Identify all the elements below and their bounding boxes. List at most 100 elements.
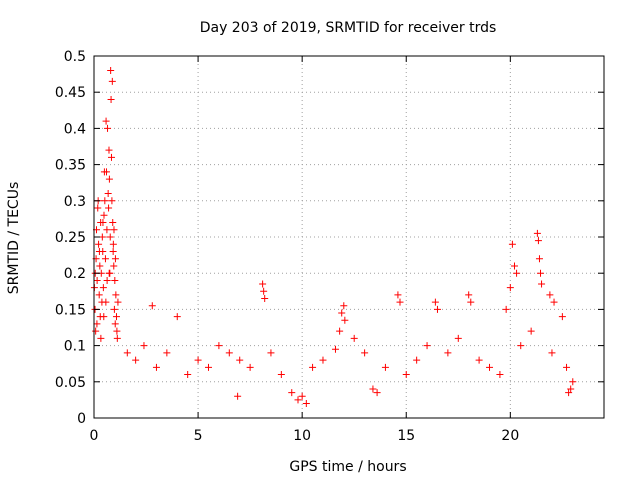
data-point (95, 240, 103, 248)
data-point (99, 284, 107, 292)
data-point (546, 291, 554, 299)
data-point (508, 240, 516, 248)
data-point (535, 255, 543, 263)
data-point (413, 356, 421, 364)
data-point (107, 66, 115, 74)
y-tick-label: 0.45 (55, 85, 86, 101)
y-tick-label: 0.15 (55, 302, 86, 318)
data-point (341, 316, 349, 324)
data-point (103, 226, 111, 234)
data-point (517, 342, 525, 350)
data-point (107, 153, 115, 161)
points-layer (90, 66, 577, 408)
data-point (533, 229, 541, 237)
y-tick-label: 0.4 (64, 121, 86, 137)
data-point (110, 262, 118, 270)
data-point (173, 313, 181, 321)
data-point (152, 363, 160, 371)
data-point (361, 349, 369, 357)
data-point (102, 117, 110, 125)
data-point (246, 363, 254, 371)
data-point (340, 302, 348, 310)
data-point (569, 378, 577, 386)
data-point (114, 298, 122, 306)
data-point (99, 219, 107, 227)
data-point (298, 392, 306, 400)
data-point (105, 204, 113, 212)
data-point (350, 334, 358, 342)
data-point (496, 371, 504, 379)
data-point (259, 280, 267, 288)
data-point (234, 392, 242, 400)
data-point (111, 276, 119, 284)
data-point (132, 356, 140, 364)
grid-layer (94, 56, 604, 418)
data-point (288, 389, 296, 397)
x-tick-label: 20 (501, 428, 519, 444)
data-point (107, 95, 115, 103)
data-point (423, 342, 431, 350)
data-point (550, 298, 558, 306)
data-point (110, 305, 118, 313)
y-tick-label: 0.5 (64, 49, 86, 65)
data-point (381, 363, 389, 371)
data-point (194, 356, 202, 364)
data-point (100, 313, 108, 321)
data-point (101, 197, 109, 205)
data-point (105, 146, 113, 154)
data-point (338, 309, 346, 317)
data-point (475, 356, 483, 364)
x-tick-label: 10 (293, 428, 311, 444)
data-point (336, 327, 344, 335)
data-point (113, 334, 121, 342)
data-point (105, 175, 113, 183)
data-point (527, 327, 535, 335)
data-point (431, 298, 439, 306)
data-point (102, 168, 110, 176)
y-axis-label: SRMTID / TECUs (6, 182, 22, 295)
data-point (109, 240, 117, 248)
data-point (112, 291, 120, 299)
data-point (93, 276, 101, 284)
data-point (548, 349, 556, 357)
data-point (394, 291, 402, 299)
data-point (96, 262, 104, 270)
data-point (106, 233, 114, 241)
data-point (373, 389, 381, 397)
y-tick-label: 0.25 (55, 230, 86, 246)
data-point (537, 269, 545, 277)
data-point (140, 342, 148, 350)
y-tick-label: 0.2 (64, 266, 86, 282)
data-point (113, 327, 121, 335)
data-point (111, 255, 119, 263)
data-point (558, 313, 566, 321)
data-point (101, 255, 109, 263)
data-point (97, 334, 105, 342)
ticks-layer: 0 0.05 0.1 0.15 0.2 0.25 0.3 0.35 0.4 0.45 0.5 0 5 10… (55, 49, 604, 444)
data-point (302, 400, 310, 408)
data-point (109, 247, 117, 255)
data-point (567, 385, 575, 393)
data-point (467, 298, 475, 306)
data-point (215, 342, 223, 350)
x-tick-label: 0 (90, 428, 99, 444)
data-point (538, 280, 546, 288)
chart-title: Day 203 of 2019, SRMTID for receiver trd… (200, 20, 497, 36)
data-point (563, 363, 571, 371)
x-axis-label: GPS time / hours (289, 459, 406, 475)
data-point (108, 197, 116, 205)
y-tick-label: 0.05 (55, 375, 86, 391)
data-point (103, 276, 111, 284)
data-point (510, 262, 518, 270)
data-point (104, 190, 112, 198)
data-point (112, 313, 120, 321)
data-point (123, 349, 131, 357)
data-point (294, 396, 302, 404)
data-point (100, 211, 108, 219)
y-tick-label: 0.3 (64, 194, 86, 210)
data-point (204, 363, 212, 371)
data-point (225, 349, 233, 357)
data-point (110, 226, 118, 234)
data-point (319, 356, 327, 364)
x-tick-label: 15 (397, 428, 415, 444)
